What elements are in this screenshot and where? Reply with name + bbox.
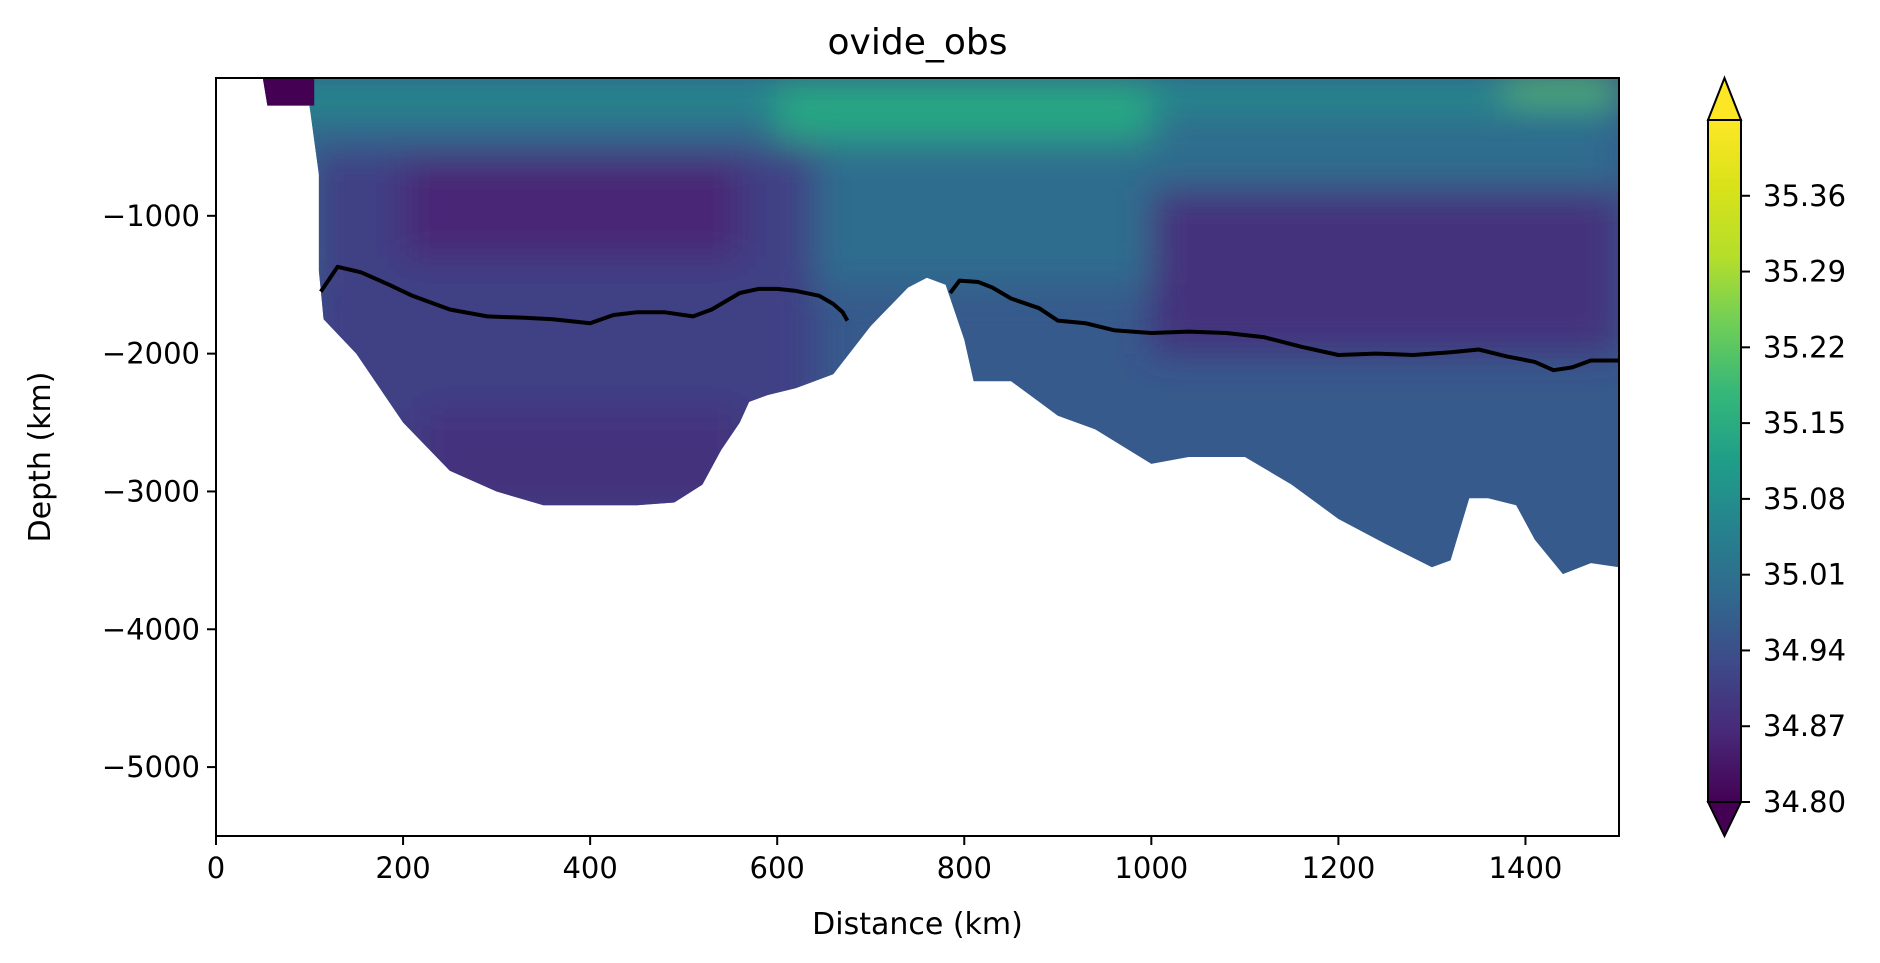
colorbar-tick-label: 34.87 xyxy=(1763,709,1846,743)
x-tick-label: 400 xyxy=(562,851,617,885)
contour-lines xyxy=(319,264,1619,373)
axes-frame xyxy=(215,77,1620,837)
y-tick-label: −3000 xyxy=(102,474,200,508)
chart-title: ovide_obs xyxy=(828,22,1008,63)
field-feature xyxy=(1506,78,1619,99)
contour-line xyxy=(319,264,850,326)
nw-corner-patch xyxy=(262,78,315,106)
x-tick-label: 1200 xyxy=(1301,851,1375,885)
colorbar-tick-label: 35.01 xyxy=(1763,558,1846,592)
colorbar-extend-min xyxy=(1706,801,1743,839)
y-tick-label: −1000 xyxy=(102,199,200,233)
y-axis-ticks: −1000 −2000 −3000 −4000 −5000 xyxy=(102,199,216,784)
salinity-field xyxy=(262,78,1619,575)
field-feature xyxy=(421,408,740,520)
x-tick-label: 600 xyxy=(750,851,805,885)
x-tick-label: 0 xyxy=(207,851,225,885)
x-axis-ticks: 0 200 400 600 800 1000 1200 1400 xyxy=(207,836,1563,885)
contour-line xyxy=(948,278,1619,373)
x-tick-label: 1400 xyxy=(1489,851,1563,885)
x-tick-label: 200 xyxy=(375,851,430,885)
y-tick-label: −4000 xyxy=(102,612,200,646)
y-axis-label: Depth (km) xyxy=(23,372,58,543)
field-features xyxy=(262,78,1619,520)
field-feature xyxy=(403,160,740,258)
x-tick-label: 1000 xyxy=(1114,851,1188,885)
colorbar-tick-label: 35.22 xyxy=(1763,330,1846,364)
y-tick-label: −5000 xyxy=(102,750,200,784)
colorbar-tick-label: 35.08 xyxy=(1763,482,1846,516)
colorbar-tick-label: 34.94 xyxy=(1763,633,1846,667)
colorbar-tick-label: 34.80 xyxy=(1763,785,1846,819)
y-tick-label: −2000 xyxy=(102,337,200,371)
x-tick-label: 800 xyxy=(937,851,992,885)
colorbar-tick-label: 35.29 xyxy=(1763,255,1846,289)
field-feature xyxy=(1151,188,1619,354)
x-axis-label: Distance (km) xyxy=(812,907,1023,942)
colorbar-tick-label: 35.36 xyxy=(1763,179,1846,213)
colorbar-extend-max xyxy=(1706,75,1743,121)
colorbar-outline xyxy=(1707,119,1742,803)
colorbar-gradient xyxy=(1708,120,1741,802)
field-feature xyxy=(777,78,1152,141)
colorbar-ticks: 34.80 34.87 34.94 35.01 35.08 35.15 35.22 35.29… xyxy=(1741,179,1846,819)
colorbar-tick-label: 35.15 xyxy=(1763,406,1846,440)
colorbar: 34.80 34.87 34.94 35.01 35.08 35.15 35.22 35.29… xyxy=(1706,75,1846,839)
plot-area xyxy=(262,78,1619,575)
